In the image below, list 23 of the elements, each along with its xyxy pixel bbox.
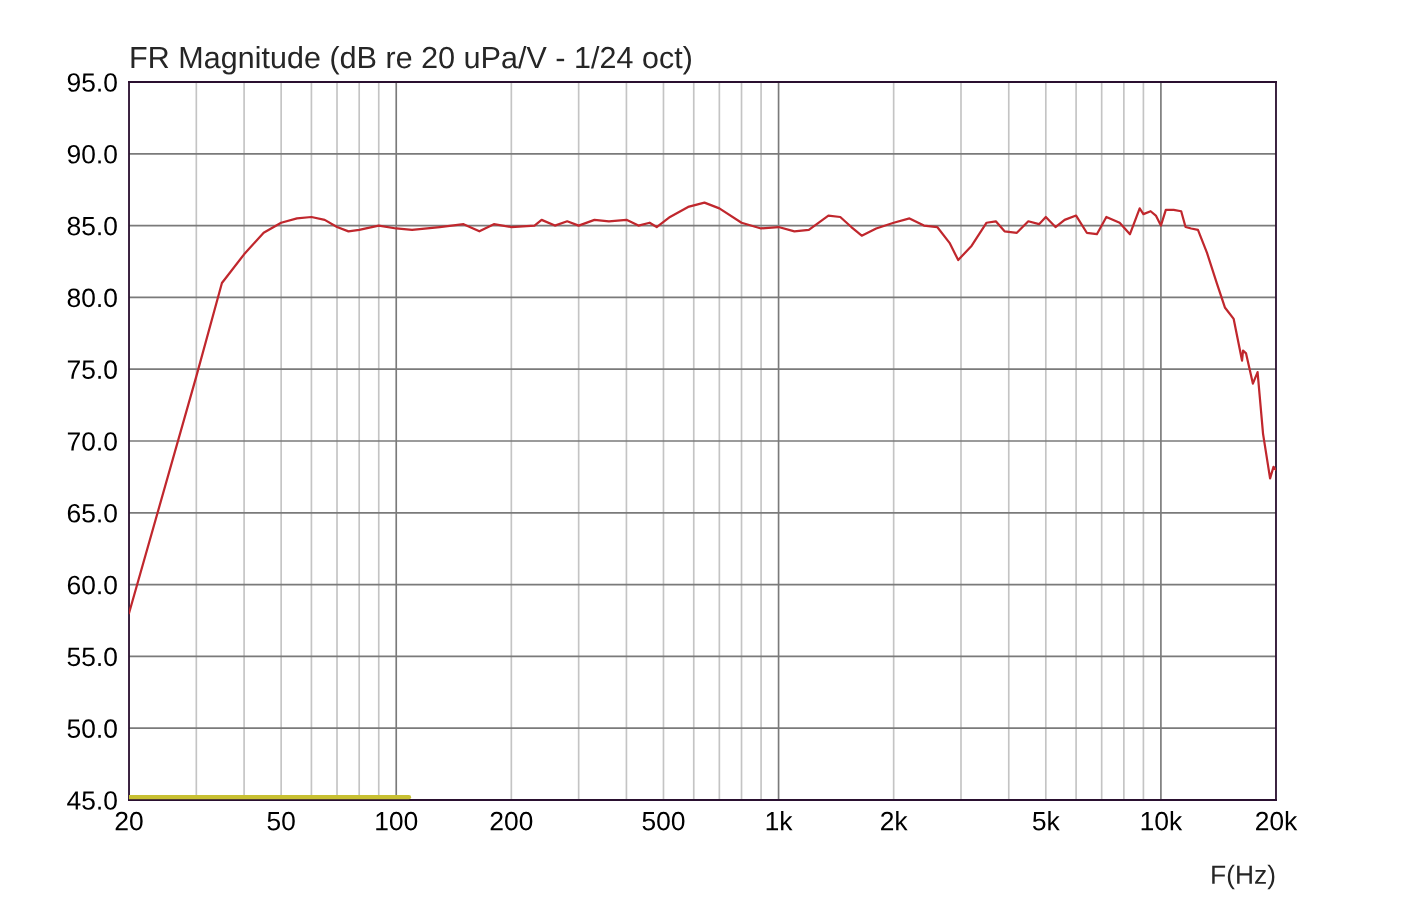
x-tick-label: 10k [1141, 811, 1183, 831]
x-axis-title: F(Hz) [1212, 864, 1275, 890]
chart-title: FR Magnitude (dB re 20 uPa/V - 1/24 oct) [131, 45, 691, 75]
y-tick-label: 75.0 [67, 360, 117, 380]
x-tick-label: 100 [376, 811, 418, 831]
x-tick-label: 20k [1256, 811, 1298, 831]
x-tick-label: 50 [267, 811, 295, 831]
x-tick-label: 20 [115, 811, 143, 831]
x-tick-label: 2k [881, 811, 908, 831]
y-tick-label: 80.0 [67, 288, 117, 308]
y-tick-label: 50.0 [67, 719, 117, 739]
x-tick-label: 500 [642, 811, 685, 831]
y-tick-label: 60.0 [67, 575, 117, 595]
y-tick-label: 90.0 [67, 144, 117, 164]
y-tick-label: 55.0 [67, 647, 117, 667]
x-tick-label: 200 [490, 811, 533, 831]
y-tick-label: 45.0 [67, 791, 117, 810]
y-tick-label: 70.0 [67, 432, 117, 451]
y-tick-label: 65.0 [67, 503, 117, 523]
x-tick-label: 1k [766, 811, 793, 831]
y-tick-label: 85.0 [67, 216, 117, 236]
y-tick-label: 95.0 [67, 73, 117, 92]
x-tick-label: 5k [1032, 811, 1060, 831]
